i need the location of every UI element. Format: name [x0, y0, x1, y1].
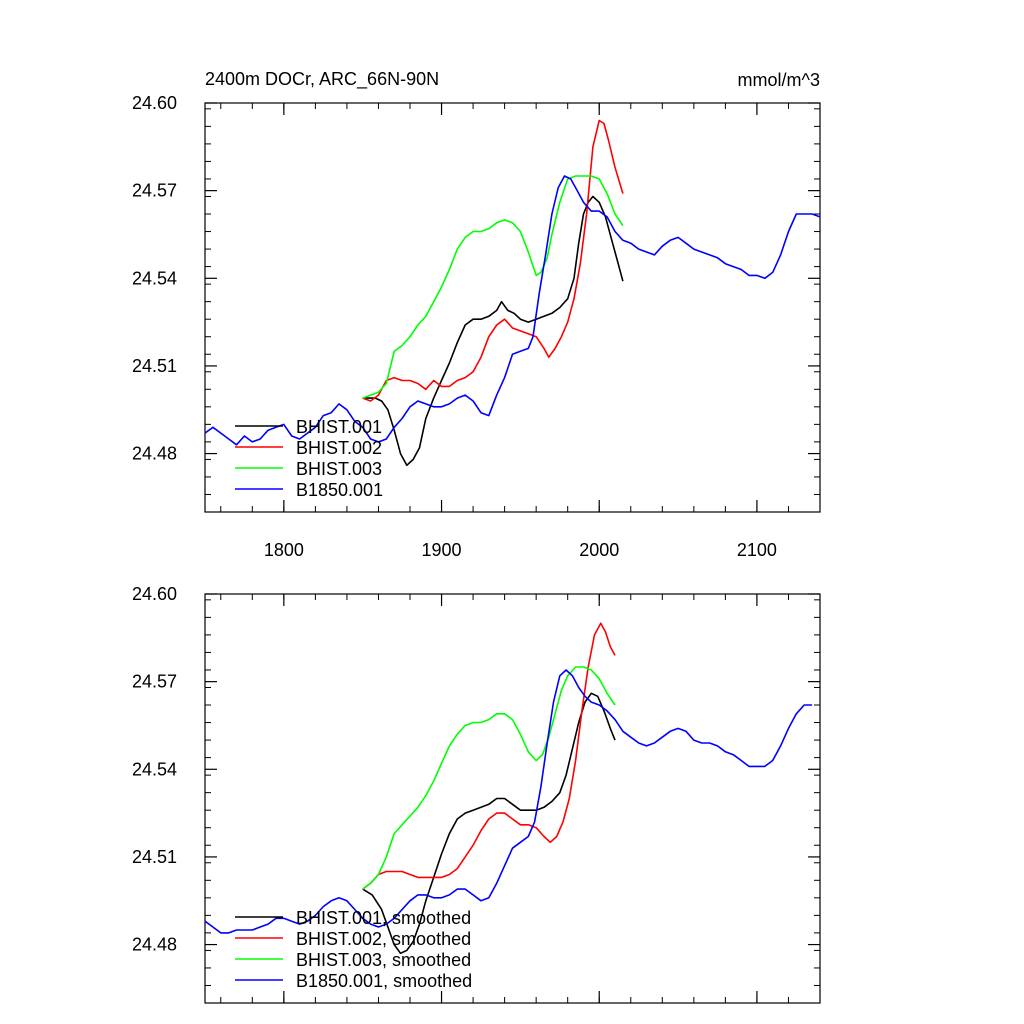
series-line-bhist-002-smoothed [362, 622, 616, 890]
series-line-bhist-003 [362, 175, 624, 399]
top-panel-raw: 1800 1900 2000 2100 24.48 24.51 24.54 24.57 24.6… [132, 93, 821, 560]
legend-label: BHIST.003, smoothed [296, 950, 471, 970]
bottom-panel-smoothed: 24.48 24.51 24.54 24.57 24.60 BHIST.001, smoo… [132, 584, 821, 1004]
plot-frame [204, 102, 821, 513]
legend-label: B1850.001 [296, 480, 383, 500]
legend-label: BHIST.001 [296, 417, 382, 437]
y-tick-label: 24.60 [132, 93, 177, 113]
y-tick-label: 24.54 [132, 268, 177, 288]
y-tick-label: 24.51 [132, 847, 177, 867]
x-tick-label: 1800 [264, 540, 304, 560]
x-tick-label: 1900 [422, 540, 462, 560]
legend-label: BHIST.001, smoothed [296, 908, 471, 928]
y-tick-label: 24.57 [132, 181, 177, 201]
legend-label: B1850.001, smoothed [296, 971, 472, 991]
x-tick-label: 2100 [737, 540, 777, 560]
legend-label: BHIST.002, smoothed [296, 929, 471, 949]
series-line-bhist-001-smoothed [362, 692, 616, 955]
chart-title: 2400m DOCr, ARC_66N-90N [205, 69, 439, 90]
series-line-b1850-001 [204, 175, 821, 446]
y-tick-label: 24.48 [132, 444, 177, 464]
legend-label: BHIST.002 [296, 438, 382, 458]
y-tick-label: 24.48 [132, 935, 177, 955]
y-tick-label: 24.54 [132, 759, 177, 779]
series-line-bhist-003-smoothed [362, 666, 616, 890]
y-tick-label: 24.60 [132, 584, 177, 604]
y-tick-label: 24.51 [132, 356, 177, 376]
units-label: mmol/m^3 [738, 70, 820, 90]
series-line-bhist-002 [362, 119, 624, 402]
series-line-b1850-001-smoothed [204, 669, 813, 934]
plot-frame [204, 593, 821, 1004]
y-tick-label: 24.57 [132, 672, 177, 692]
legend-label: BHIST.003 [296, 459, 382, 479]
x-tick-label: 2000 [579, 540, 619, 560]
